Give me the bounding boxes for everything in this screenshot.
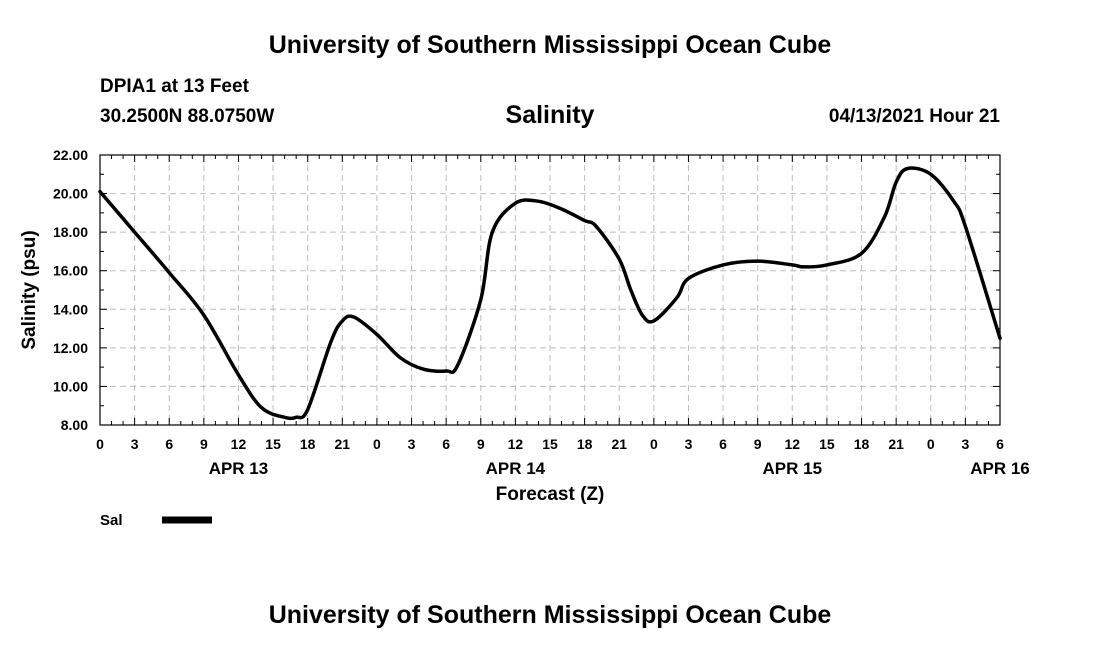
x-tick-label: 18 [854,436,870,452]
x-axis-title: Forecast (Z) [496,484,605,505]
date-label: APR 14 [486,459,546,478]
y-tick-label: 8.00 [61,417,88,433]
x-tick-label: 3 [961,436,969,452]
y-tick-label: 22.00 [53,147,88,163]
station-label: DPIA1 at 13 Feet [100,76,249,97]
x-tick-label: 0 [927,436,935,452]
x-tick-label: 6 [719,436,727,452]
y-tick-label: 14.00 [53,301,88,317]
y-tick-label: 10.00 [53,378,88,394]
y-tick-label: 16.00 [53,263,88,279]
x-tick-label: 3 [685,436,693,452]
x-tick-label: 12 [785,436,801,452]
x-tick-label: 0 [373,436,381,452]
station-coordinates: 30.2500N 88.0750W [100,106,275,127]
x-tick-label: 21 [611,436,627,452]
x-tick-label: 18 [300,436,316,452]
x-tick-label: 15 [542,436,558,452]
date-label: APR 15 [763,459,823,478]
x-tick-label: 6 [996,436,1004,452]
x-tick-label: 0 [650,436,658,452]
x-tick-label: 6 [165,436,173,452]
x-tick-label: 3 [131,436,139,452]
x-tick-label: 18 [577,436,593,452]
x-tick-label: 6 [442,436,450,452]
chart-title: Salinity [505,101,595,129]
x-tick-label: 9 [477,436,485,452]
x-tick-label: 21 [335,436,351,452]
footer-title: University of Southern Mississippi Ocean… [268,601,832,629]
y-axis-title: Salinity (psu) [19,230,40,349]
y-tick-label: 18.00 [53,224,88,240]
x-tick-label: 15 [819,436,835,452]
x-tick-label: 21 [888,436,904,452]
legend-label: Sal [100,512,123,529]
x-tick-label: 15 [265,436,281,452]
date-label: APR 16 [970,459,1030,478]
forecast-datetime: 04/13/2021 Hour 21 [828,106,1000,127]
y-tick-label: 20.00 [53,186,88,202]
x-tick-label: 0 [96,436,104,452]
x-tick-label: 9 [200,436,208,452]
x-tick-label: 3 [408,436,416,452]
x-tick-label: 12 [508,436,524,452]
page-title: University of Southern Mississippi Ocean… [268,31,832,59]
y-tick-label: 12.00 [53,340,88,356]
x-tick-label: 9 [754,436,762,452]
x-tick-label: 12 [231,436,247,452]
series-line-sal [98,166,1002,421]
date-label: APR 13 [209,459,269,478]
